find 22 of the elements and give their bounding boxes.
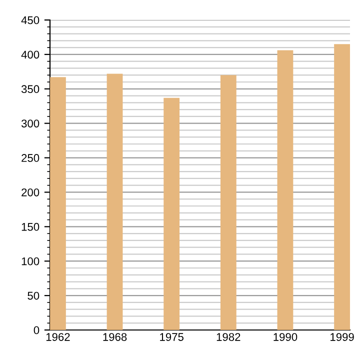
- x-tick-label: 1982: [216, 333, 240, 341]
- y-tick-label: 200: [22, 188, 40, 196]
- x-tick-label: 1999: [330, 333, 354, 341]
- y-tick-label: 250: [22, 154, 40, 162]
- bar: [277, 50, 294, 330]
- x-tick-label: 1990: [274, 333, 298, 341]
- bar: [164, 98, 180, 330]
- y-tick-label: 0: [34, 326, 40, 334]
- x-tick-label: 1962: [46, 333, 70, 341]
- y-tick-label: 50: [28, 292, 40, 300]
- y-tick-label: 350: [21, 85, 40, 94]
- x-tick-label: 1975: [160, 333, 184, 341]
- x-tick-label: 1968: [103, 333, 127, 341]
- y-tick-label: 300: [21, 120, 40, 128]
- y-tick-label: 450: [21, 16, 40, 24]
- y-tick-label: 400: [21, 50, 40, 59]
- y-tick-label: 150: [22, 222, 40, 231]
- y-tick-label: 100: [22, 257, 40, 266]
- bar: [220, 75, 236, 330]
- bar: [334, 44, 350, 330]
- bar: [106, 74, 123, 330]
- bar: [50, 77, 66, 330]
